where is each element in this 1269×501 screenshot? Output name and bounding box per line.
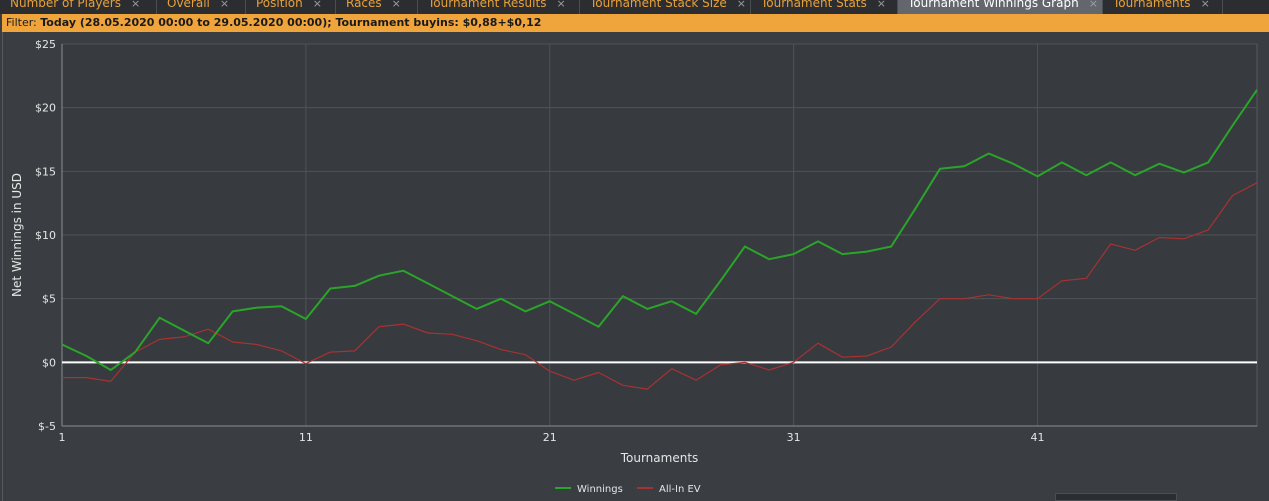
filter-prefix: Filter: xyxy=(6,16,41,29)
tab-label: Tournament Results xyxy=(428,0,547,10)
close-icon[interactable]: × xyxy=(556,0,566,10)
x-tick-label: 11 xyxy=(299,431,313,444)
tab-position[interactable]: Position × xyxy=(246,0,336,14)
tab-races[interactable]: Races × xyxy=(336,0,418,14)
x-tick-label: 1 xyxy=(59,431,66,444)
y-axis-label: Net Winnings in USD xyxy=(10,173,24,297)
tab-label: Overall xyxy=(167,0,210,10)
x-tick-label: 41 xyxy=(1031,431,1045,444)
close-icon[interactable]: × xyxy=(391,0,401,10)
tab-tournament-results[interactable]: Tournament Results × xyxy=(418,0,580,14)
tab-label: Tournament Stack Size xyxy=(590,0,727,10)
close-icon[interactable]: × xyxy=(312,0,322,10)
tab-number-of-players[interactable]: Number of Players × xyxy=(0,0,157,14)
scroll-corner xyxy=(1055,493,1177,501)
y-tick-label: $-5 xyxy=(38,420,56,433)
close-icon[interactable]: × xyxy=(1200,0,1210,10)
x-tick-label: 31 xyxy=(787,431,801,444)
y-tick-label: $15 xyxy=(35,165,56,178)
filter-bar: Filter: Today (28.05.2020 00:00 to 29.05… xyxy=(2,14,1269,32)
y-tick-label: $5 xyxy=(42,293,56,306)
tab-tournament-stack-size[interactable]: Tournament Stack Size × xyxy=(580,0,751,14)
y-tick-label: $20 xyxy=(35,102,56,115)
tab-label: Number of Players xyxy=(10,0,121,10)
tab-overall[interactable]: Overall × xyxy=(157,0,246,14)
y-tick-label: $0 xyxy=(42,356,56,369)
tab-label: Position xyxy=(256,0,303,10)
y-tick-label: $25 xyxy=(35,38,56,51)
tab-tournaments[interactable]: Tournaments × xyxy=(1103,0,1223,14)
close-icon[interactable]: × xyxy=(1088,0,1098,10)
tab-label: Tournaments xyxy=(1113,0,1191,10)
series-line-all-in-ev xyxy=(62,182,1258,390)
close-icon[interactable]: × xyxy=(219,0,230,10)
legend-label: All-In EV xyxy=(659,484,701,495)
x-axis-label: Tournaments xyxy=(620,451,699,465)
x-tick-label: 21 xyxy=(543,431,557,444)
tab-label: Tournament Stats xyxy=(761,0,867,10)
tab-label: Tournament Winnings Graph xyxy=(908,0,1079,10)
tab-bar: Number of Players × Overall × Position × Races… xyxy=(0,0,1269,14)
legend-label: Winnings xyxy=(577,484,623,495)
tab-tournament-winnings-graph[interactable]: Tournament Winnings Graph × xyxy=(898,0,1103,14)
tab-tournament-stats[interactable]: Tournament Stats × xyxy=(751,0,898,14)
y-tick-label: $10 xyxy=(35,229,56,242)
close-icon[interactable]: × xyxy=(131,0,141,10)
series-line-winnings xyxy=(61,89,1258,371)
close-icon[interactable]: × xyxy=(736,0,747,10)
tab-label: Races xyxy=(346,0,382,10)
filter-text: Today (28.05.2020 00:00 to 29.05.2020 00… xyxy=(40,16,542,29)
close-icon[interactable]: × xyxy=(876,0,886,10)
